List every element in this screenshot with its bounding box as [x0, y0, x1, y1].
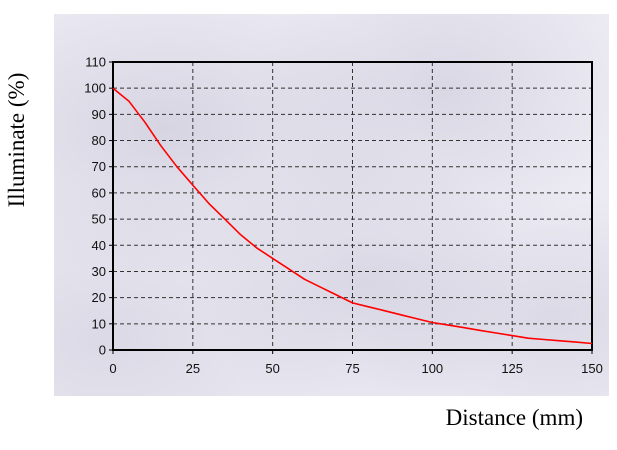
- y-tick-label: 80: [92, 133, 106, 148]
- series-line: [112, 87, 593, 345]
- x-tick-label: 25: [186, 361, 200, 376]
- y-tick-label: 40: [92, 238, 106, 253]
- y-tick-label: 50: [92, 212, 106, 227]
- chart-panel: [54, 14, 609, 396]
- y-tick-label: 10: [92, 316, 106, 331]
- x-axis-title: Distance (mm): [445, 405, 583, 430]
- y-tick-label: 0: [99, 343, 106, 358]
- x-tick-label: 75: [345, 361, 359, 376]
- y-axis-title: Illuminate (%): [4, 72, 29, 208]
- y-tick-label: 60: [92, 185, 106, 200]
- grid: [113, 62, 592, 350]
- y-tick-label: 20: [92, 290, 106, 305]
- y-tick-label: 90: [92, 107, 106, 122]
- y-tick-label: 110: [85, 55, 106, 70]
- x-tick-label: 125: [501, 361, 523, 376]
- y-tick-label: 100: [84, 81, 106, 96]
- y-axis-ticks: 0 10 20 30 40 50 60 70 80 90 100 110: [84, 55, 113, 358]
- x-axis-ticks: 0 25 50 75 100 125 150: [109, 350, 603, 376]
- y-tick-label: 70: [92, 159, 106, 174]
- x-tick-label: 100: [421, 361, 443, 376]
- x-tick-label: 50: [265, 361, 279, 376]
- x-tick-label: 0: [109, 361, 116, 376]
- y-axis-title-container: Illuminate (%): [0, 0, 34, 450]
- y-tick-label: 30: [92, 264, 106, 279]
- x-tick-label: 150: [581, 361, 603, 376]
- series-layer: [112, 87, 593, 345]
